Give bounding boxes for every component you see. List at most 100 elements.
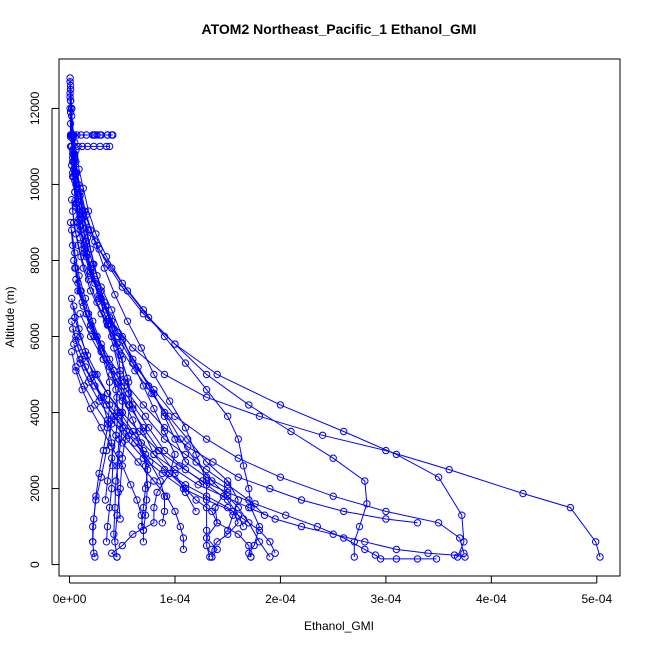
data-point: [74, 180, 82, 189]
data-point: [72, 275, 80, 284]
series-33: [72, 363, 188, 554]
series-24: [68, 294, 152, 531]
data-point: [86, 245, 95, 253]
data-point: [108, 484, 116, 493]
data-point: [139, 526, 148, 535]
data-point: [113, 462, 121, 470]
data-point: [66, 142, 75, 151]
data-point: [160, 332, 169, 341]
data-point: [111, 291, 119, 299]
series-line: [73, 343, 239, 557]
data-point: [71, 264, 79, 272]
data-point: [355, 522, 364, 531]
x-tick-label: 5e-04: [581, 592, 612, 606]
data-point: [382, 507, 390, 516]
data-point: [208, 545, 216, 554]
data-point: [247, 553, 255, 561]
data-point: [91, 237, 99, 246]
data-point: [596, 553, 604, 561]
data-point: [202, 370, 211, 379]
series-line: [70, 89, 260, 558]
data-point: [72, 157, 80, 166]
series-line: [71, 230, 119, 501]
data-point: [361, 538, 369, 546]
data-point: [165, 412, 173, 420]
data-point: [251, 500, 259, 508]
data-point: [158, 469, 167, 478]
data-point: [382, 446, 390, 455]
data-point: [329, 454, 337, 462]
data-point: [89, 538, 97, 546]
data-point: [150, 503, 158, 512]
data-point: [146, 458, 154, 466]
data-point: [131, 367, 139, 375]
data-point: [234, 519, 243, 527]
series-line: [71, 134, 252, 558]
data-point: [118, 279, 127, 287]
data-point: [105, 142, 114, 151]
data-point: [160, 507, 169, 516]
data-point: [118, 541, 127, 550]
data-point: [137, 522, 146, 531]
data-point: [171, 340, 179, 348]
data-point: [101, 306, 110, 314]
data-point: [166, 469, 174, 478]
data-point: [171, 450, 179, 459]
data-point: [282, 511, 290, 519]
data-point: [91, 382, 99, 390]
data-point: [266, 553, 274, 561]
series-line: [70, 222, 197, 512]
data-point: [234, 454, 243, 462]
y-axis-label: Altitude (m): [3, 286, 17, 347]
data-point: [153, 488, 161, 497]
data-point: [209, 458, 217, 466]
data-point: [108, 443, 116, 451]
data-point: [519, 489, 527, 498]
data-point: [213, 538, 221, 546]
data-point: [137, 344, 146, 352]
series-line: [75, 279, 265, 516]
data-point: [208, 507, 216, 516]
data-point: [219, 492, 228, 500]
series-32: [76, 355, 469, 561]
data-point: [70, 256, 78, 265]
data-point: [71, 249, 79, 257]
data-point: [99, 355, 108, 363]
data-point: [108, 549, 116, 557]
data-point: [139, 306, 148, 314]
data-point: [113, 553, 121, 561]
data-point: [123, 287, 132, 295]
data-point: [118, 408, 127, 417]
x-tick-label: 3e-04: [371, 592, 402, 606]
data-point: [69, 135, 77, 143]
data-point: [105, 503, 114, 512]
series-23: [74, 287, 422, 527]
data-point: [255, 538, 264, 546]
data-point: [361, 545, 369, 554]
data-point: [118, 424, 127, 432]
data-point: [141, 450, 150, 459]
data-point: [90, 515, 98, 523]
data-point: [66, 85, 75, 94]
data-point: [91, 553, 99, 561]
data-point: [179, 545, 188, 554]
data-point: [179, 534, 188, 542]
data-point: [202, 386, 211, 394]
data-point: [361, 477, 369, 485]
data-point: [350, 553, 358, 561]
data-point: [108, 370, 116, 379]
data-point: [118, 462, 127, 470]
data-point: [144, 313, 153, 322]
data-point: [78, 386, 86, 394]
data-point: [143, 481, 152, 489]
data-point: [194, 481, 202, 489]
series-13: [69, 173, 468, 557]
data-point: [202, 465, 211, 474]
data-point: [139, 538, 148, 546]
series-19: [66, 133, 114, 151]
data-point: [150, 405, 158, 413]
data-point: [160, 370, 169, 379]
data-point: [68, 226, 76, 234]
data-point: [139, 503, 148, 512]
